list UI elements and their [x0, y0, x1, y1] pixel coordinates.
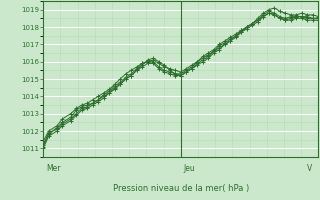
Text: V: V	[307, 164, 313, 173]
Text: Pression niveau de la mer( hPa ): Pression niveau de la mer( hPa )	[113, 184, 249, 193]
Text: Mer: Mer	[46, 164, 60, 173]
Text: Jeu: Jeu	[184, 164, 195, 173]
